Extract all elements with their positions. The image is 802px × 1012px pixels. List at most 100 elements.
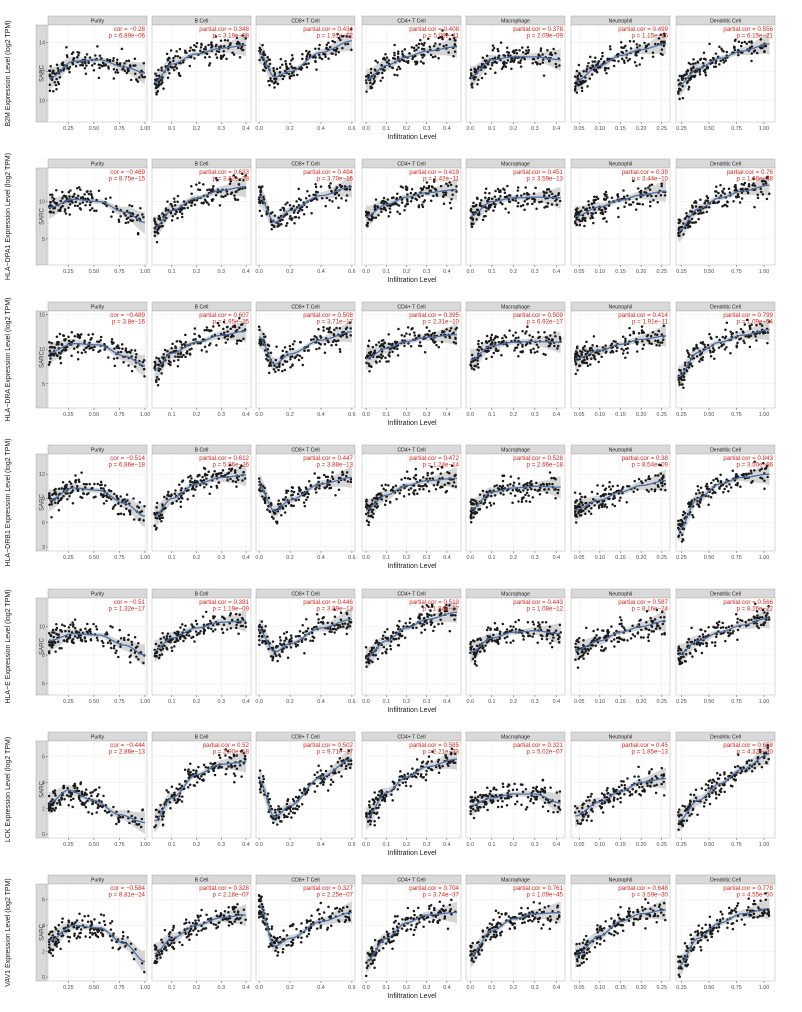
scatter-point (291, 343, 295, 346)
scatter-point (51, 493, 54, 497)
scatter-point (183, 206, 186, 210)
scatter-point (489, 346, 492, 350)
x-tick-label: 0.25 (676, 412, 687, 418)
scatter-point (287, 72, 291, 76)
scatter-point (259, 189, 263, 192)
scatter-point (84, 350, 87, 354)
scatter-point (609, 488, 613, 491)
scatter-point (521, 203, 525, 207)
scatter-point (209, 485, 213, 489)
scatter-point (53, 201, 57, 204)
scatter-point (498, 189, 501, 193)
scatter-point (156, 228, 159, 231)
scatter-point (734, 38, 737, 42)
scatter-point (319, 185, 323, 188)
scatter-point (427, 184, 431, 188)
x-tick-label: 0.50 (89, 412, 100, 418)
scatter-point (266, 55, 269, 59)
x-tick-label: 0.6 (348, 269, 356, 275)
scatter-point (60, 342, 63, 346)
scatter-point (154, 83, 158, 87)
scatter-point (628, 326, 631, 330)
scatter-point (180, 355, 184, 359)
scatter-point (226, 479, 229, 482)
x-tick-label: 0.25 (676, 126, 687, 132)
scatter-point (648, 204, 652, 208)
scatter-point (645, 334, 649, 338)
scatter-point (153, 524, 156, 528)
scatter-point (270, 227, 273, 231)
scatter-point (679, 219, 682, 223)
scatter-point (697, 217, 700, 221)
scatter-points (364, 29, 457, 93)
scatter-point (88, 482, 91, 486)
scatter-point (193, 488, 197, 492)
scatter-point (683, 364, 687, 367)
scatter-point (574, 372, 578, 376)
scatter-point (68, 494, 71, 498)
scatter-point (526, 325, 529, 328)
scatter-point (171, 214, 175, 218)
scatter-point (470, 353, 474, 357)
scatter-point (649, 200, 652, 204)
scatter-point (606, 57, 609, 61)
scatter-point (722, 187, 726, 190)
scatter-point (123, 212, 126, 215)
scatter-point (340, 34, 344, 38)
scatter-point (370, 214, 374, 218)
scatter-point (600, 503, 604, 507)
scatter-point (580, 353, 583, 357)
scatter-point (155, 526, 158, 530)
scatter-point (373, 505, 377, 508)
scatter-point (291, 493, 294, 496)
scatter-point (762, 331, 765, 334)
scatter-point (575, 91, 579, 94)
scatter-point (307, 62, 310, 65)
scatter-point (383, 503, 387, 507)
x-tick-label: 0.75 (114, 412, 125, 418)
scatter-point (488, 501, 492, 505)
scatter-point (274, 370, 277, 374)
scatter-point (345, 194, 349, 197)
scatter-point (88, 203, 92, 207)
scatter-point (585, 340, 588, 344)
panel-title: Dendritic Cell (710, 18, 741, 24)
scatter-point (124, 349, 128, 352)
scatter-point (502, 187, 505, 191)
scatter-point (328, 326, 331, 330)
scatter-point (129, 351, 132, 354)
scatter-point (739, 485, 742, 488)
scatter-point (677, 232, 680, 235)
scatter-point (577, 84, 580, 87)
x-tick-label: 0.20 (636, 555, 647, 561)
scatter-point (640, 329, 644, 332)
scatter-point (99, 487, 103, 490)
scatter-point (725, 50, 729, 54)
scatter-point (391, 342, 394, 346)
p-value-label: p = 3.44e−10 (632, 176, 669, 183)
scatter-point (77, 478, 81, 482)
scatter-point (617, 60, 620, 63)
scatter-point (747, 183, 751, 186)
scatter-point (477, 213, 480, 217)
plot-area (465, 167, 566, 266)
scatter-point (53, 501, 57, 504)
scatter-point (117, 497, 120, 501)
scatter-point (64, 346, 67, 350)
scatter-point (472, 76, 475, 80)
scatter-point (309, 338, 313, 342)
scatter-point (170, 202, 173, 206)
scatter-point (452, 331, 455, 335)
scatter-point (51, 193, 54, 197)
scatter-point (237, 339, 241, 342)
panel-title: Macrophage (501, 161, 530, 167)
scatter-point (616, 346, 619, 350)
scatter-point (677, 535, 680, 538)
scatter-point (531, 202, 534, 206)
scatter-point (477, 65, 480, 69)
scatter-point (75, 186, 79, 190)
scatter-point (95, 209, 98, 212)
